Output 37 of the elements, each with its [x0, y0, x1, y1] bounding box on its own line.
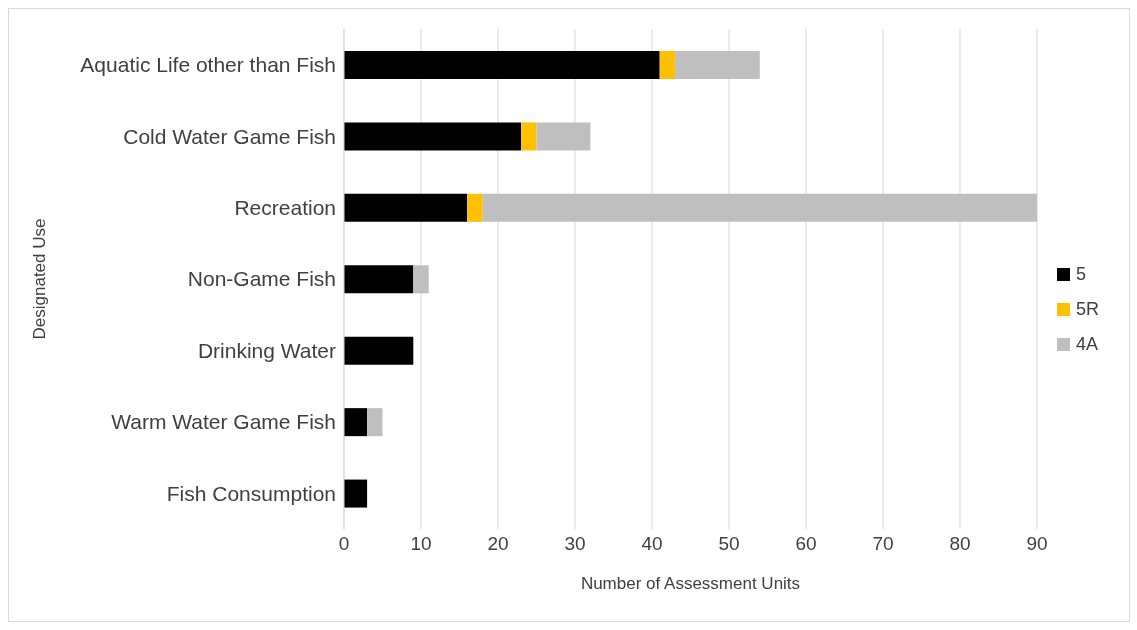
- x-tick-label: 50: [718, 533, 740, 555]
- x-tick-label: 0: [338, 533, 350, 555]
- bar: [344, 408, 368, 437]
- y-axis-title: Designated Use: [30, 218, 50, 340]
- x-tick-label: 30: [564, 533, 586, 555]
- x-tick-label: 40: [641, 533, 663, 555]
- bar: [521, 122, 537, 151]
- y-tick-label: Cold Water Game Fish: [123, 124, 336, 148]
- legend-label: 5R: [1075, 298, 1099, 320]
- bar: [413, 265, 429, 294]
- bar: [467, 193, 483, 222]
- x-tick-label: 80: [949, 533, 971, 555]
- bar: [344, 479, 368, 508]
- x-tick-label: 70: [872, 533, 894, 555]
- x-axis-title: Number of Assessment Units: [580, 574, 801, 593]
- legend-label: 4A: [1075, 333, 1099, 355]
- bar: [675, 51, 760, 79]
- bar: [659, 51, 676, 79]
- bar: [344, 51, 660, 79]
- bar: [344, 336, 414, 365]
- y-tick-label: Fish Consumption: [166, 481, 336, 505]
- x-tick-label: 90: [1026, 533, 1048, 555]
- x-tick-label: 60: [795, 533, 817, 555]
- legend-label: 5: [1075, 263, 1086, 285]
- x-tick-label: 10: [410, 533, 432, 555]
- y-tick-label: Aquatic Life other than Fish: [80, 53, 336, 77]
- bar: [367, 408, 383, 437]
- bar: [344, 193, 468, 222]
- y-tick-label: Drinking Water: [197, 338, 336, 362]
- bar: [344, 122, 522, 151]
- x-tick-label: 20: [487, 533, 509, 555]
- bar: [344, 265, 414, 294]
- y-tick-label: Warm Water Game Fish: [111, 410, 336, 434]
- y-tick-label: Non-Game Fish: [187, 267, 336, 291]
- bar: [536, 122, 591, 151]
- y-tick-label: Recreation: [234, 196, 336, 220]
- bar: [482, 193, 1037, 222]
